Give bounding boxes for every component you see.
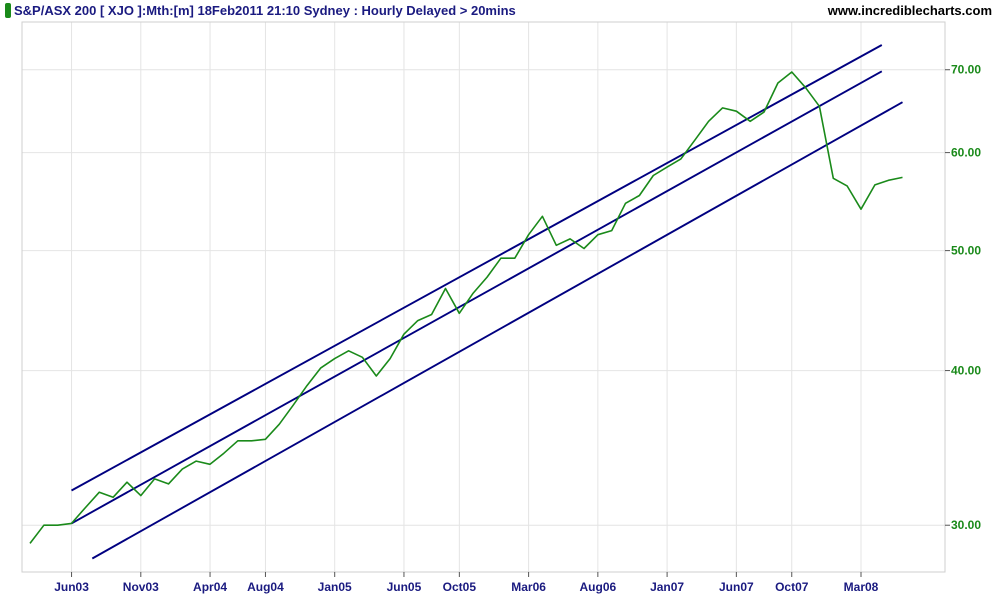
legend-swatch-icon <box>5 3 11 18</box>
channel-line-3 <box>91 101 903 560</box>
x-tick-label-3: Aug04 <box>247 580 284 594</box>
x-tick-label-10: Jun07 <box>719 580 754 594</box>
x-tick-label-8: Aug06 <box>580 580 617 594</box>
x-tick-label-6: Oct05 <box>443 580 477 594</box>
x-tick-label-0: Jun03 <box>54 580 89 594</box>
price-line <box>29 71 903 544</box>
x-tick-label-9: Jan07 <box>650 580 684 594</box>
x-tick-label-5: Jun05 <box>387 580 422 594</box>
grid <box>22 22 945 572</box>
y-tick-label-0: 30.00 <box>951 518 981 532</box>
y-tick-label-1: 40.00 <box>951 364 981 378</box>
y-axis: 30.00 40.00 50.00 60.00 70.00 <box>945 63 981 532</box>
x-tick-label-12: Mar08 <box>844 580 879 594</box>
price-series <box>29 71 903 544</box>
y-tick-label-3: 60.00 <box>951 146 981 160</box>
y-tick-label-4: 70.00 <box>951 63 981 77</box>
chart-title: S&P/ASX 200 [ XJO ]:Mth:[m] 18Feb2011 21… <box>14 3 516 18</box>
x-axis: Jun03 Nov03 Apr04 Aug04 Jan05 Jun05 Oct05 Mar06… <box>54 572 879 594</box>
x-tick-label-1: Nov03 <box>123 580 159 594</box>
x-tick-label-2: Apr04 <box>193 580 227 594</box>
chart-header: S&P/ASX 200 [ XJO ]:Mth:[m] 18Feb2011 21… <box>0 0 1000 22</box>
site-credit: www.incrediblecharts.com <box>827 3 992 18</box>
plot-frame <box>21 21 946 573</box>
channel-line-1 <box>71 44 883 492</box>
y-tick-label-2: 50.00 <box>951 244 981 258</box>
x-tick-label-11: Oct07 <box>775 580 809 594</box>
channel-line-2 <box>71 70 883 525</box>
x-tick-label-7: Mar06 <box>511 580 546 594</box>
channel-lines <box>71 44 903 560</box>
x-tick-label-4: Jan05 <box>318 580 352 594</box>
